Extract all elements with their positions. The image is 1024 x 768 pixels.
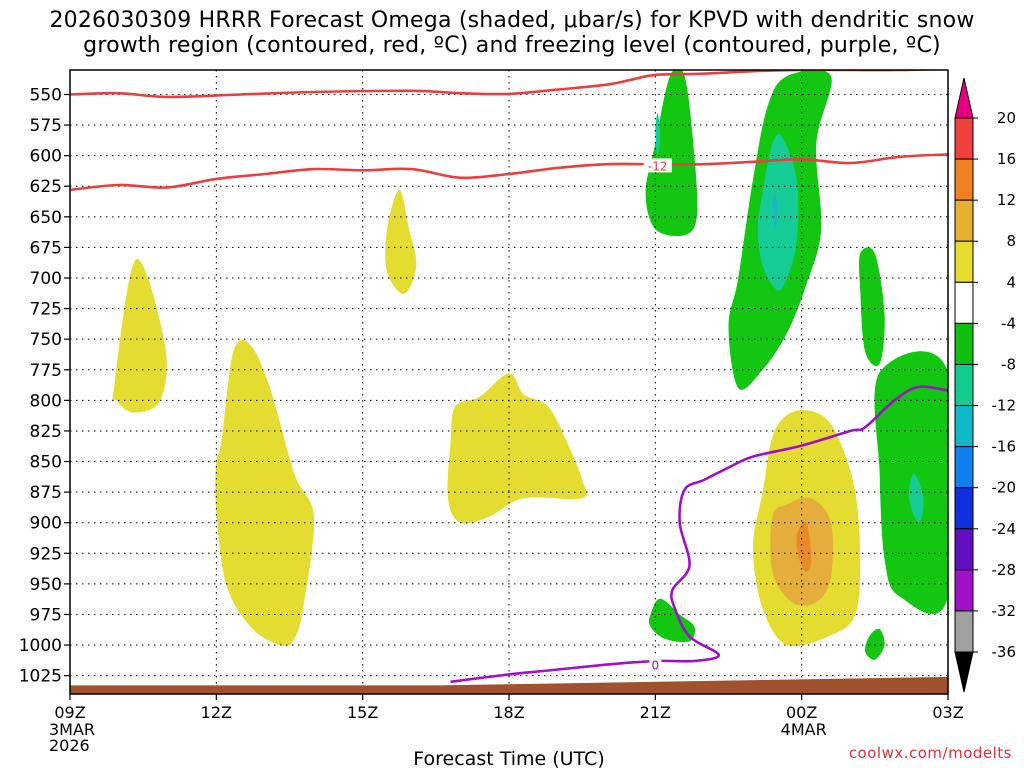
colorbar-label: -24 — [992, 520, 1017, 538]
x-tick-label: 00Z — [786, 703, 817, 722]
colorbar-label: -16 — [992, 438, 1017, 456]
downdraft-green-3 — [858, 247, 885, 367]
colorbar-swatch — [954, 240, 974, 283]
colorbar-label: 16 — [997, 150, 1016, 168]
updraft-yellow-2 — [215, 339, 315, 647]
downdraft-green-6 — [864, 628, 885, 660]
dgz-bottom-isotherm — [70, 153, 948, 192]
colorbar-label: -28 — [992, 561, 1017, 579]
downdraft-teal-1 — [655, 112, 661, 156]
omega-shading — [112, 70, 948, 660]
y-tick-label: 600 — [30, 147, 62, 167]
colorbar-swatch — [954, 569, 974, 612]
chart-title: 2026030309 HRRR Forecast Omega (shaded, … — [0, 8, 1024, 58]
colorbar-label: -8 — [1001, 355, 1016, 373]
y-tick-label: 1000 — [19, 636, 62, 656]
y-tick-label: 575 — [30, 116, 62, 136]
x-tick-label: 03Z — [932, 703, 963, 722]
dgz-top-isotherm — [70, 70, 948, 99]
y-tick-label: 975 — [30, 605, 62, 625]
y-tick-label: 1025 — [19, 667, 62, 687]
y-tick-label: 925 — [30, 544, 62, 564]
colorbar-label: 8 — [1006, 232, 1016, 250]
colorbar-swatch — [954, 281, 974, 324]
contour-label: -12 — [648, 159, 668, 173]
y-tick-label: 675 — [30, 238, 62, 258]
colorbar-swatch — [954, 158, 974, 201]
temperature-contours: -12 0 — [70, 70, 948, 684]
title-line-1: 2026030309 HRRR Forecast Omega (shaded, … — [49, 8, 975, 33]
y-tick-label: 650 — [30, 208, 62, 228]
y-axis: 550 575 600 625 650 675 700 725 750 775 800 825 850 8… — [19, 85, 70, 687]
colorbar-swatch — [954, 322, 974, 365]
downdraft-green-1 — [645, 70, 698, 237]
colorbar-label: -20 — [992, 479, 1017, 497]
y-tick-label: 950 — [30, 575, 62, 595]
colorbar: 20 16 12 8 4 -4 -8 -12 -16 -20 -24 -28 -32 -36 — [954, 77, 1017, 693]
downdraft-green-5 — [648, 598, 695, 643]
downdraft-teal-3 — [908, 473, 924, 523]
y-tick-label: 700 — [30, 269, 62, 289]
updraft-yellow-1 — [112, 259, 167, 413]
x-axis-title: Forecast Time (UTC) — [413, 748, 604, 768]
y-tick-label: 750 — [30, 330, 62, 350]
colorbar-bottom-arrow — [954, 651, 974, 693]
x-tick-sublabel: 3MAR — [49, 720, 95, 739]
colorbar-swatch — [954, 528, 974, 571]
y-tick-label: 725 — [30, 300, 62, 320]
x-tick-sublabel: 2026 — [49, 736, 90, 755]
x-tick-label: 09Z — [54, 703, 85, 722]
downdraft-cyan-1 — [772, 192, 778, 230]
colorbar-swatch — [954, 405, 974, 448]
updraft-yellow-3 — [385, 189, 417, 294]
x-tick-label: 12Z — [201, 703, 232, 722]
colorbar-swatch — [954, 446, 974, 489]
colorbar-swatch — [954, 199, 974, 242]
colorbar-label: 4 — [1006, 273, 1016, 291]
updraft-orange-2 — [796, 521, 812, 572]
x-tick-label: 15Z — [347, 703, 378, 722]
y-tick-label: 625 — [30, 177, 62, 197]
contour-label-bg — [649, 657, 662, 672]
downdraft-teal-2 — [757, 134, 799, 291]
colorbar-label: -36 — [992, 643, 1017, 661]
colorbar-label: 20 — [997, 109, 1016, 127]
y-tick-label: 850 — [30, 453, 62, 473]
updraft-yellow-4 — [447, 373, 588, 524]
terrain — [70, 676, 948, 694]
y-tick-label: 875 — [30, 483, 62, 503]
colorbar-top-arrow — [954, 77, 974, 119]
colorbar-swatch — [954, 487, 974, 530]
colorbar-swatch — [954, 117, 974, 160]
x-tick-sublabel: 4MAR — [781, 720, 827, 739]
terrain-fill — [70, 676, 948, 694]
y-tick-label: 775 — [30, 361, 62, 381]
y-tick-label: 900 — [30, 514, 62, 534]
y-tick-label: 800 — [30, 391, 62, 411]
title-line-2: growth region (contoured, red, ºC) and f… — [83, 33, 941, 58]
y-tick-label: 825 — [30, 422, 62, 442]
x-tick-label: 18Z — [493, 703, 524, 722]
x-tick-label: 21Z — [640, 703, 671, 722]
colorbar-swatch — [954, 610, 974, 653]
colorbar-label: -12 — [992, 397, 1017, 415]
colorbar-label: -32 — [992, 602, 1017, 620]
contour-label-bg — [643, 158, 672, 173]
colorbar-label: -4 — [1001, 314, 1016, 332]
colorbar-label: 12 — [997, 191, 1016, 209]
freezing-level-contour — [450, 385, 948, 684]
colorbar-swatch — [954, 363, 974, 407]
y-tick-label: 550 — [30, 85, 62, 105]
contour-label: 0 — [652, 659, 660, 673]
watermark: coolwx.com/modelts — [848, 744, 1012, 762]
